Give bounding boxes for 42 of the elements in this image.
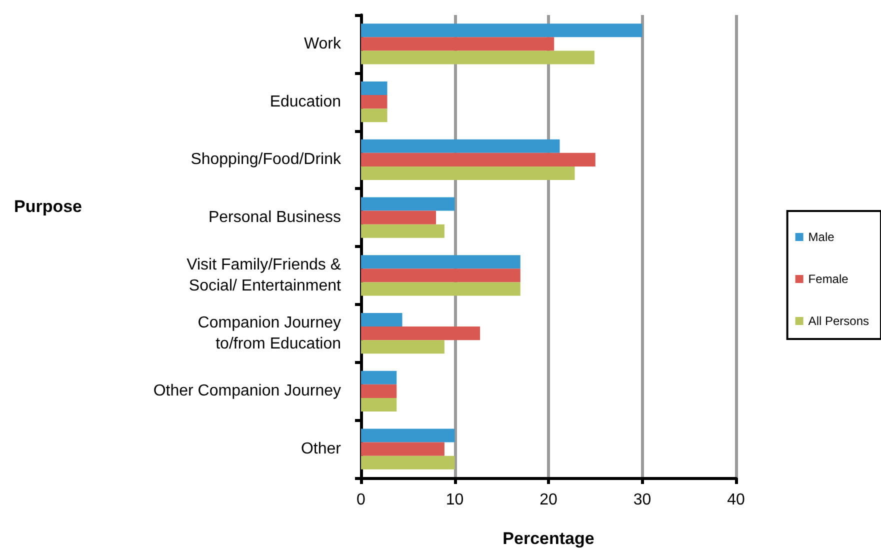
bar bbox=[361, 313, 402, 327]
y-tick-label: Visit Family/Friends & Social/ Entertainment bbox=[186, 256, 342, 294]
bar bbox=[361, 210, 436, 224]
y-tick-label: Other bbox=[300, 440, 342, 458]
x-axis-title: Percentage bbox=[502, 529, 594, 548]
bar bbox=[361, 384, 397, 398]
legend-label: Male bbox=[808, 230, 835, 244]
bar bbox=[361, 398, 397, 412]
bar bbox=[361, 340, 444, 354]
legend-label: All Persons bbox=[808, 314, 870, 328]
bar bbox=[361, 50, 594, 64]
bar bbox=[361, 24, 642, 38]
legend-label: Female bbox=[808, 272, 849, 286]
bar bbox=[361, 442, 444, 456]
y-tick-label: Shopping/Food/Drink bbox=[190, 151, 342, 168]
y-tick-label: Work bbox=[304, 35, 342, 52]
bar bbox=[361, 326, 480, 340]
bar bbox=[361, 456, 455, 470]
x-tick-label: 10 bbox=[446, 492, 464, 508]
bar bbox=[361, 224, 444, 238]
bar bbox=[361, 95, 388, 109]
bar bbox=[361, 428, 455, 442]
x-tick-label: 30 bbox=[633, 492, 652, 508]
bar bbox=[361, 197, 455, 211]
x-tick-label: 20 bbox=[540, 492, 558, 508]
bar bbox=[361, 37, 554, 51]
bar bbox=[361, 268, 520, 282]
bar bbox=[361, 139, 560, 153]
x-tick-label: 40 bbox=[727, 492, 745, 508]
bar bbox=[361, 370, 397, 384]
y-tick-label: Education bbox=[270, 93, 341, 110]
bar bbox=[361, 82, 388, 96]
bar bbox=[361, 282, 520, 296]
bar bbox=[361, 108, 388, 122]
bar bbox=[361, 255, 520, 269]
y-tick-label: Other Companion Journey bbox=[153, 382, 341, 400]
x-tick-label: 0 bbox=[356, 492, 366, 508]
y-axis-title: Purpose bbox=[14, 197, 82, 216]
bar bbox=[361, 152, 596, 166]
y-tick-label: Personal Business bbox=[208, 209, 341, 226]
y-tick-label: Companion Journey to/from Education bbox=[198, 314, 341, 352]
bar bbox=[361, 166, 575, 180]
